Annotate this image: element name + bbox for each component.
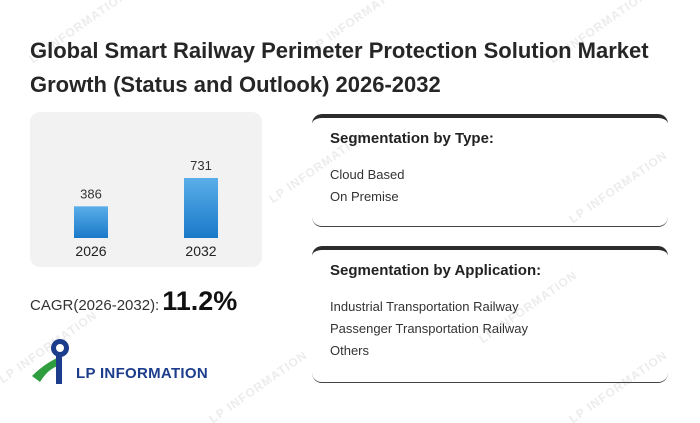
segmentation-type-list: Cloud Based On Premise: [330, 164, 404, 208]
bar-2026: [74, 206, 108, 238]
segmentation-application-panel: Segmentation by Application: Industrial …: [312, 246, 668, 383]
bar-value-label: 386: [80, 186, 102, 201]
lp-logo-icon: [32, 339, 69, 384]
list-item: On Premise: [330, 189, 399, 204]
chart-svg: 386 2026 731 2032: [74, 158, 218, 259]
segmentation-application-heading: Segmentation by Application:: [330, 262, 542, 279]
segmentation-application-list: Industrial Transportation Railway Passen…: [330, 296, 528, 362]
list-item: Cloud Based: [330, 167, 405, 182]
category-tick-label: 2026: [75, 243, 106, 259]
cagr-label: CAGR(2026-2032):: [30, 297, 160, 314]
bar-value-label: 731: [190, 158, 212, 173]
segmentation-type-heading: Segmentation by Type:: [330, 130, 494, 147]
page-title: Global Smart Railway Perimeter Protectio…: [30, 38, 649, 97]
watermark: LP INFORMATION: [206, 347, 310, 423]
cagr-value: 11.2%: [162, 286, 238, 316]
cagr-readout: CAGR(2026-2032): 11.2%: [30, 286, 237, 317]
list-item: Passenger Transportation Railway: [330, 321, 528, 336]
segmentation-type-panel: Segmentation by Type: Cloud Based On Pre…: [312, 114, 668, 227]
growth-bar-chart: 386 2026 731 2032: [30, 112, 262, 267]
list-item: Others: [330, 343, 370, 358]
list-item: Industrial Transportation Railway: [330, 299, 519, 314]
category-tick-label: 2032: [185, 243, 216, 259]
company-logo: LP INFORMATION: [30, 336, 208, 386]
bar-2032: [184, 178, 218, 238]
logo-text: LP INFORMATION: [76, 365, 208, 382]
